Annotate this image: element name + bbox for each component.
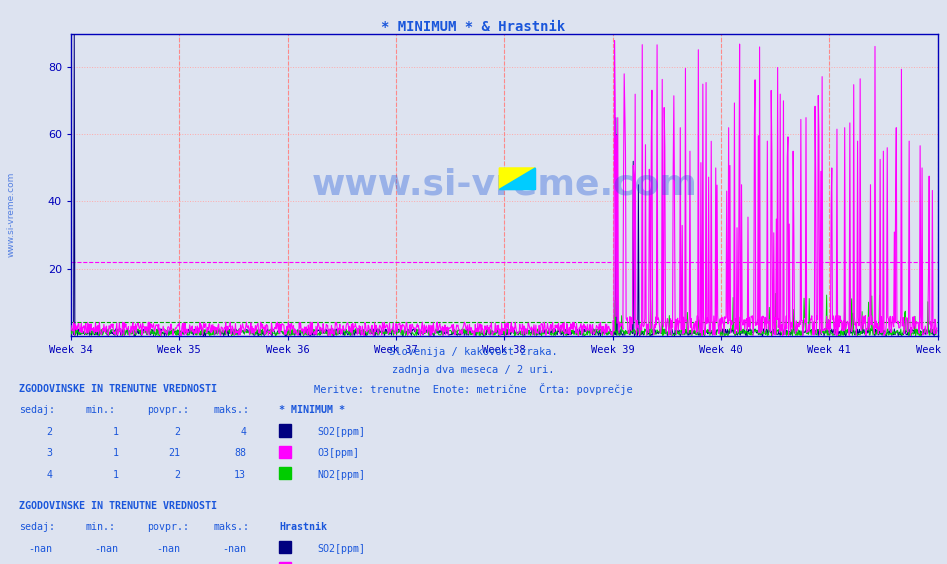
Text: maks.:: maks.: — [213, 522, 249, 532]
Text: 3: 3 — [46, 448, 52, 459]
Text: -nan: -nan — [223, 544, 246, 554]
Text: -nan: -nan — [28, 544, 52, 554]
Text: O3[ppm]: O3[ppm] — [317, 448, 359, 459]
Text: min.:: min.: — [85, 522, 116, 532]
Text: povpr.:: povpr.: — [147, 522, 188, 532]
Text: 1: 1 — [113, 427, 118, 437]
Text: Hrastnik: Hrastnik — [279, 522, 328, 532]
Text: 21: 21 — [168, 448, 180, 459]
Text: sedaj:: sedaj: — [19, 406, 55, 416]
Text: www.si-vreme.com: www.si-vreme.com — [7, 171, 16, 257]
Text: SO2[ppm]: SO2[ppm] — [317, 427, 366, 437]
Text: -nan: -nan — [95, 544, 118, 554]
Text: * MINIMUM *: * MINIMUM * — [279, 406, 346, 416]
Text: maks.:: maks.: — [213, 406, 249, 416]
Text: 13: 13 — [234, 470, 246, 480]
Text: Slovenija / kakovost zraka.: Slovenija / kakovost zraka. — [389, 347, 558, 357]
Text: ZGODOVINSKE IN TRENUTNE VREDNOSTI: ZGODOVINSKE IN TRENUTNE VREDNOSTI — [19, 501, 217, 511]
Text: zadnja dva meseca / 2 uri.: zadnja dva meseca / 2 uri. — [392, 365, 555, 375]
Text: NO2[ppm]: NO2[ppm] — [317, 470, 366, 480]
Text: 88: 88 — [234, 448, 246, 459]
Text: 1: 1 — [113, 470, 118, 480]
Text: www.si-vreme.com: www.si-vreme.com — [312, 168, 697, 202]
Text: Meritve: trenutne  Enote: metrične  Črta: povprečje: Meritve: trenutne Enote: metrične Črta: … — [314, 383, 633, 395]
Text: 4: 4 — [241, 427, 246, 437]
Text: 4: 4 — [46, 470, 52, 480]
Text: ZGODOVINSKE IN TRENUTNE VREDNOSTI: ZGODOVINSKE IN TRENUTNE VREDNOSTI — [19, 384, 217, 394]
Text: 1: 1 — [113, 448, 118, 459]
Text: -nan: -nan — [156, 544, 180, 554]
Text: min.:: min.: — [85, 406, 116, 416]
Text: sedaj:: sedaj: — [19, 522, 55, 532]
Text: 2: 2 — [46, 427, 52, 437]
Text: SO2[ppm]: SO2[ppm] — [317, 544, 366, 554]
Text: povpr.:: povpr.: — [147, 406, 188, 416]
Text: 2: 2 — [174, 470, 180, 480]
Text: * MINIMUM * & Hrastnik: * MINIMUM * & Hrastnik — [382, 20, 565, 34]
Text: 2: 2 — [174, 427, 180, 437]
